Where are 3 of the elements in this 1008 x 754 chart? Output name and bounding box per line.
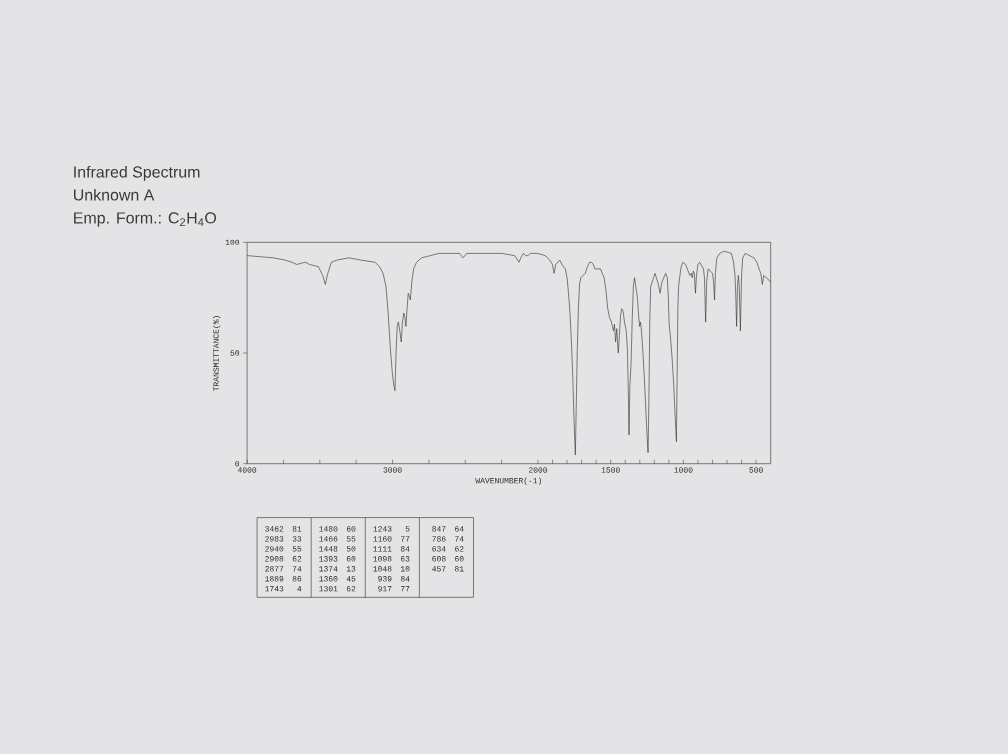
text: Emp. Form.: C$_{2}$H$_{4}$O [74, 212, 217, 227]
chart-title: Infrared Spectrum [74, 165, 200, 181]
text: Unknown A [74, 188, 155, 201]
